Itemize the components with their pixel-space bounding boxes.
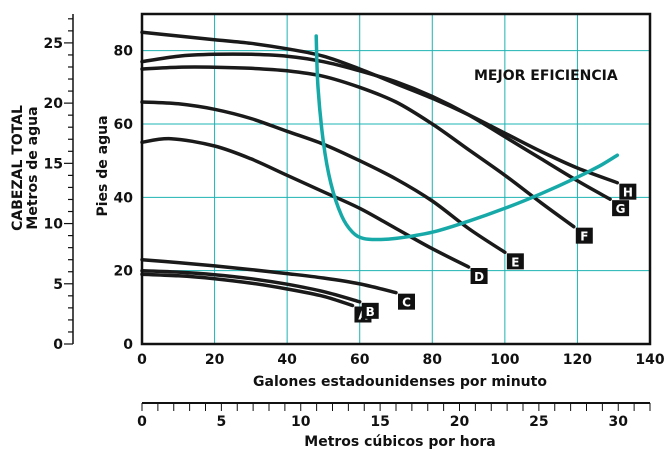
secondary-x-tick-label: 25 <box>529 414 548 430</box>
plot-frame <box>140 12 652 346</box>
secondary-y-axis-title-line2: Metros de agua <box>25 106 41 229</box>
series-label-e: E <box>511 255 519 269</box>
series-labels: ABCDEFGH <box>354 183 637 323</box>
secondary-x-tick-label: 10 <box>291 414 311 430</box>
secondary-x-tick-label: 15 <box>370 414 389 430</box>
secondary-y-tick-label: 10 <box>44 217 64 233</box>
x-axis-title: Galones estadounidenses por minuto <box>253 374 547 390</box>
secondary-y-tick-label: 15 <box>44 156 63 172</box>
x-tick-label: 100 <box>490 352 519 368</box>
series-label-box-b <box>361 302 379 319</box>
efficiency-curve-layer <box>314 34 620 242</box>
series-line-e <box>140 100 507 255</box>
axes: 0 20 40 60 80 100 120 140 0 20 40 60 80 0 5 10 15 20 25 0 5 1… <box>44 12 665 430</box>
series-line-h <box>140 30 620 185</box>
x-tick-label: 140 <box>635 352 664 368</box>
secondary-y-axis-title-line1: CABEZAL TOTAL <box>10 105 26 231</box>
secondary-y-tick-label: 0 <box>53 337 63 353</box>
series-label-b: B <box>366 305 375 319</box>
annotation-best-efficiency: MEJOR EFICIENCIA <box>474 68 618 84</box>
secondary-x-axis-title: Metros cúbicos por hora <box>304 434 495 449</box>
series-label-box-g <box>612 200 630 217</box>
y-tick-label: 0 <box>123 337 133 353</box>
series-label-g: G <box>616 202 626 216</box>
series-label-box-e <box>506 253 524 270</box>
x-tick-label: 0 <box>137 352 147 368</box>
secondary-y-tick-label: 5 <box>53 277 63 293</box>
series-label-c: C <box>402 296 411 310</box>
series-line-c <box>140 257 398 295</box>
series-label-box-f <box>575 227 593 244</box>
series-line-f <box>140 65 576 229</box>
y-tick-label: 60 <box>114 117 134 133</box>
series-label-box-d <box>470 268 488 284</box>
series-line-a <box>140 272 355 308</box>
y-tick-label: 40 <box>114 190 134 206</box>
x-tick-label: 120 <box>563 352 592 368</box>
secondary-x-tick-label: 5 <box>217 414 227 430</box>
series-label-box-c <box>398 293 415 310</box>
x-tick-label: 60 <box>350 352 370 368</box>
secondary-y-tick-label: 25 <box>44 36 63 52</box>
x-tick-label: 20 <box>205 352 225 368</box>
x-tick-label: 40 <box>277 352 297 368</box>
x-tick-label: 80 <box>423 352 443 368</box>
series-label-f: F <box>580 230 588 244</box>
series-line-b <box>140 268 362 304</box>
efficiency-curve <box>314 34 620 242</box>
series-label-d: D <box>474 270 484 284</box>
y-tick-label: 20 <box>114 264 134 280</box>
secondary-y-tick-label: 20 <box>44 96 64 112</box>
secondary-x-tick-label: 20 <box>450 414 470 430</box>
series-label-h: H <box>623 186 633 200</box>
y-axis-title: Pies de agua <box>95 115 111 216</box>
y-tick-label: 80 <box>114 44 134 60</box>
series-label-box-h <box>619 183 637 200</box>
secondary-x-tick-label: 0 <box>137 414 147 430</box>
secondary-x-tick-label: 30 <box>609 414 629 430</box>
pump-curves <box>140 30 620 308</box>
series-line-d <box>140 136 471 269</box>
